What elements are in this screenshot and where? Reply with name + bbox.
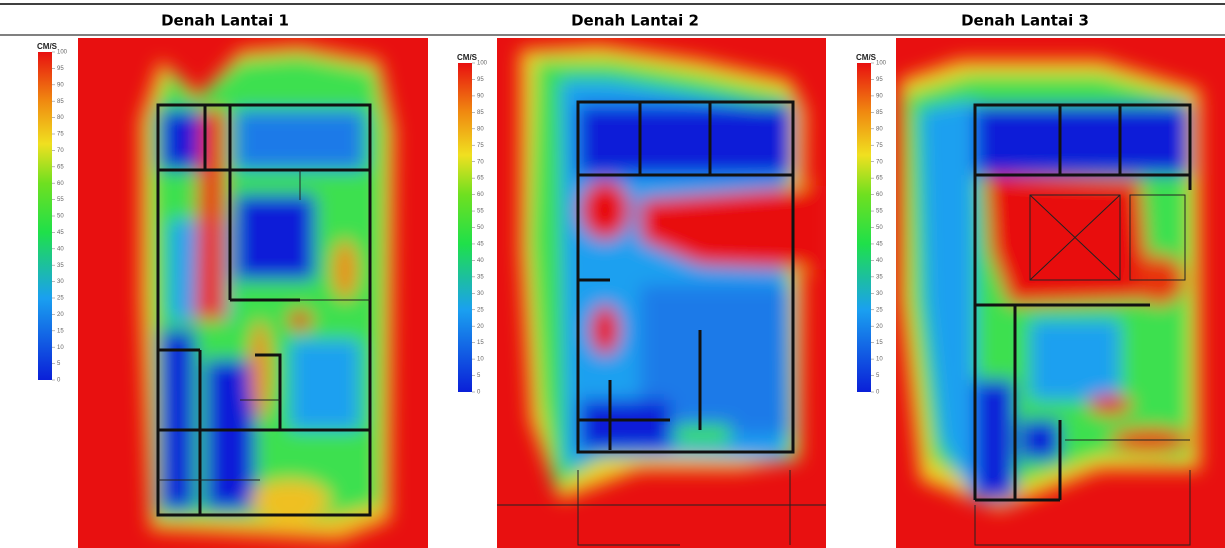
tick-label: 85: [477, 110, 484, 116]
tick-label: 5: [477, 373, 481, 379]
tick-label: 40: [876, 258, 883, 264]
tick-label: 15: [876, 340, 883, 346]
tick-label: 45: [57, 230, 64, 236]
tick-label: 45: [876, 242, 883, 248]
tick-label: 30: [477, 291, 484, 297]
tick-label: 20: [57, 312, 64, 318]
tick-label: 65: [57, 164, 64, 170]
tick-label: 0: [876, 390, 880, 396]
tick-label: 35: [477, 274, 484, 280]
colorbar: [38, 52, 52, 380]
tick-label: 0: [477, 390, 481, 396]
tick-label: 85: [876, 110, 883, 116]
heatmap: [497, 38, 826, 548]
tick-label: 55: [57, 197, 64, 203]
colorbar: [458, 63, 472, 392]
legend-unit: CM/S: [856, 53, 877, 62]
tick-label: 50: [477, 225, 484, 231]
legend-unit: CM/S: [37, 42, 58, 51]
heatmap: [78, 38, 428, 548]
tick-label: 75: [57, 132, 64, 138]
tick-label: 95: [477, 77, 484, 83]
tick-label: 35: [57, 263, 64, 269]
tick-label: 10: [876, 357, 883, 363]
tick-label: 40: [477, 258, 484, 264]
figure: Denah Lantai 1 Denah Lantai 2 Denah Lant…: [0, 0, 1225, 548]
legend-unit: CM/S: [457, 53, 478, 62]
tick-label: 75: [477, 143, 484, 149]
tick-label: 55: [477, 209, 484, 215]
tick-label: 70: [876, 159, 883, 165]
tick-label: 20: [477, 324, 484, 330]
tick-label: 60: [876, 192, 883, 198]
tick-label: 50: [57, 214, 64, 220]
tick-label: 60: [57, 181, 64, 187]
tick-label: 35: [876, 274, 883, 280]
tick-label: 100: [876, 61, 887, 67]
tick-label: 30: [876, 291, 883, 297]
tick-label: 70: [57, 148, 64, 154]
tick-label: 60: [477, 192, 484, 198]
tick-label: 20: [876, 324, 883, 330]
tick-label: 90: [477, 93, 484, 99]
tick-label: 10: [477, 357, 484, 363]
tick-label: 30: [57, 279, 64, 285]
tick-label: 5: [876, 373, 880, 379]
tick-label: 15: [477, 340, 484, 346]
tick-label: 75: [876, 143, 883, 149]
tick-label: 40: [57, 246, 64, 252]
tick-label: 45: [477, 242, 484, 248]
tick-label: 65: [876, 176, 883, 182]
heatmap: [896, 38, 1225, 548]
tick-label: 90: [57, 82, 64, 88]
tick-label: 65: [477, 176, 484, 182]
tick-label: 90: [876, 93, 883, 99]
tick-label: 50: [876, 225, 883, 231]
tick-label: 95: [57, 66, 64, 72]
tick-label: 25: [57, 296, 64, 302]
tick-label: 15: [57, 328, 64, 334]
column-title: Denah Lantai 1: [161, 12, 289, 30]
column-title: Denah Lantai 3: [961, 12, 1089, 30]
tick-label: 10: [57, 345, 64, 351]
tick-label: 85: [57, 99, 64, 105]
column-title: Denah Lantai 2: [571, 12, 699, 30]
tick-label: 70: [477, 159, 484, 165]
tick-label: 25: [876, 307, 883, 313]
tick-label: 100: [477, 61, 488, 67]
tick-label: 80: [876, 126, 883, 132]
tick-label: 0: [57, 378, 61, 384]
tick-label: 100: [57, 50, 68, 56]
tick-label: 25: [477, 307, 484, 313]
tick-label: 55: [876, 209, 883, 215]
tick-label: 80: [477, 126, 484, 132]
tick-label: 80: [57, 115, 64, 121]
colorbar: [857, 63, 871, 392]
tick-label: 95: [876, 77, 883, 83]
tick-label: 5: [57, 361, 61, 367]
